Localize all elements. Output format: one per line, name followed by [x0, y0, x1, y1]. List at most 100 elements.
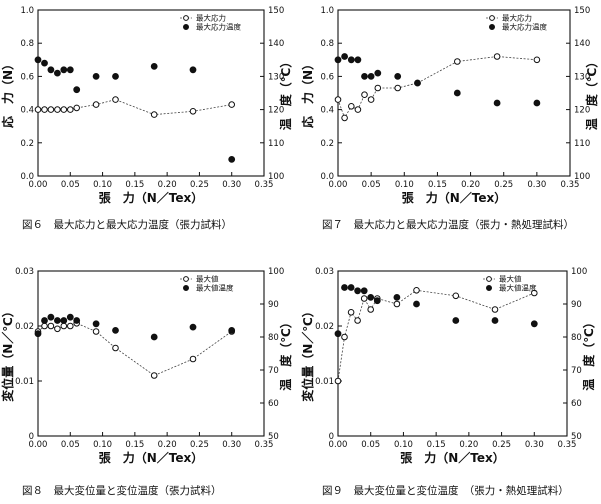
- x-tick-label: 0.20: [158, 440, 177, 450]
- data-point-series-2: [493, 99, 501, 107]
- data-point-series-1: [394, 84, 402, 92]
- data-point-series-2: [367, 294, 375, 301]
- y-left-tick-label: 0.02: [315, 322, 334, 332]
- data-point-series-2: [60, 317, 68, 324]
- x-tick-label: 0.15: [125, 440, 144, 450]
- x-tick-label: 0.35: [255, 440, 274, 450]
- data-point-series-1: [73, 104, 80, 112]
- figure-caption: 図６ 最大応力と最大応力温度（張力試料）: [22, 218, 232, 231]
- data-point-series-1: [347, 309, 355, 316]
- data-point-series-1: [54, 106, 61, 113]
- data-point-series-2: [73, 86, 81, 94]
- data-point-series-2: [341, 284, 348, 291]
- data-point-series-2: [92, 320, 100, 328]
- data-point-series-2: [47, 66, 55, 74]
- x-tick-label: 0.05: [362, 180, 381, 190]
- data-point-series-2: [41, 59, 48, 67]
- legend-marker-1: [183, 276, 189, 282]
- y-left-tick-label: 0.01: [15, 377, 34, 387]
- x-tick-label: 0.25: [190, 440, 209, 450]
- y-left-tick-label: 0.0: [320, 172, 334, 182]
- data-point-series-2: [54, 69, 61, 77]
- data-point-series-2: [150, 333, 158, 341]
- data-point-series-2: [228, 327, 236, 334]
- data-point-series-2: [341, 53, 349, 60]
- y-right-tick-label: 100: [268, 267, 284, 277]
- data-point-series-1: [393, 300, 401, 308]
- series-line-1: [37, 322, 232, 376]
- x-tick-label: 0.00: [29, 440, 48, 450]
- data-point-series-1: [531, 289, 538, 297]
- y-left-axis-label: 変位量（N／℃）: [0, 305, 15, 402]
- y-right-tick-label: 100: [268, 172, 284, 182]
- figure-caption: 図８ 最大変位量と変位温度（張力試料）: [22, 484, 222, 497]
- x-tick-label: 0.05: [361, 440, 380, 450]
- data-point-series-2: [347, 56, 355, 64]
- data-point-series-1: [341, 333, 348, 341]
- y-right-tick-label: 140: [574, 39, 590, 49]
- x-tick-label: 0.20: [459, 440, 478, 450]
- data-point-series-1: [228, 101, 235, 108]
- y-right-axis-label: 温 度（℃）: [278, 316, 293, 391]
- y-right-tick-label: 110: [574, 139, 590, 149]
- y-left-tick-label: 0: [329, 432, 334, 442]
- data-point-series-1: [47, 322, 55, 330]
- data-point-series-2: [452, 317, 460, 324]
- data-point-series-2: [354, 287, 362, 295]
- y-left-tick-label: 0.03: [315, 267, 334, 277]
- x-tick-label: 0.15: [427, 440, 446, 450]
- legend-label-1: 最大値: [196, 274, 219, 284]
- data-point-series-1: [354, 106, 362, 113]
- y-right-axis-label: 温 度（℃）: [584, 56, 599, 131]
- x-tick-label: 0.35: [558, 440, 577, 450]
- y-right-axis-label: 温 度（℃）: [278, 56, 293, 131]
- data-point-series-1: [189, 108, 197, 115]
- x-tick-label: 0.10: [395, 180, 414, 190]
- y-left-tick-label: 0.2: [320, 139, 334, 149]
- series-line-1: [337, 289, 535, 382]
- data-point-series-2: [354, 56, 362, 64]
- y-right-tick-label: 80: [268, 333, 279, 343]
- y-right-tick-label: 130: [268, 72, 284, 82]
- data-point-series-2: [66, 66, 74, 74]
- data-point-series-2: [361, 73, 368, 80]
- data-point-series-1: [47, 106, 55, 113]
- x-tick-label: 0.25: [190, 180, 209, 190]
- data-point-series-2: [360, 287, 368, 295]
- data-point-series-1: [533, 56, 541, 64]
- y-right-tick-label: 70: [268, 366, 279, 376]
- data-point-series-1: [374, 84, 382, 92]
- data-point-series-1: [413, 287, 420, 294]
- x-tick-label: 0.10: [93, 440, 112, 450]
- x-tick-label: 0.00: [29, 180, 48, 190]
- y-right-tick-label: 150: [268, 6, 284, 16]
- data-point-series-1: [348, 103, 355, 110]
- x-tick-label: 0.05: [61, 440, 80, 450]
- data-point-series-2: [393, 294, 401, 301]
- data-point-series-2: [374, 69, 382, 77]
- y-left-tick-label: 0.2: [20, 139, 34, 149]
- data-point-series-2: [530, 320, 538, 328]
- data-point-series-2: [533, 99, 541, 107]
- data-point-series-1: [41, 106, 48, 113]
- y-right-tick-label: 80: [571, 333, 582, 343]
- data-point-series-2: [112, 327, 119, 334]
- y-left-tick-label: 0.8: [20, 39, 34, 49]
- y-left-tick-label: 0.6: [20, 72, 34, 82]
- y-right-tick-label: 140: [268, 39, 284, 49]
- chart-panel-fig8: 0.00 0.05 0.10 0.15 0.20 0.25 0.30 0.35 0 0.01 0.0…: [0, 267, 293, 497]
- data-point-series-2: [491, 317, 499, 324]
- y-left-tick-label: 0.01: [315, 377, 334, 387]
- figure-caption: 図７ 最大応力と最大応力温度（張力・熱処理試料）: [322, 218, 574, 231]
- data-point-series-1: [354, 317, 361, 324]
- y-left-tick-label: 0.8: [320, 39, 334, 49]
- y-left-axis-label: 応 力（N）: [0, 58, 15, 128]
- legend-marker-2: [486, 285, 492, 291]
- data-point-series-2: [453, 89, 461, 97]
- y-right-tick-label: 100: [574, 172, 590, 182]
- y-right-tick-label: 110: [268, 139, 284, 149]
- legend-marker-2: [489, 24, 495, 30]
- x-tick-label: 0.35: [255, 180, 274, 190]
- x-tick-label: 0.30: [525, 440, 544, 450]
- y-right-tick-label: 130: [574, 72, 590, 82]
